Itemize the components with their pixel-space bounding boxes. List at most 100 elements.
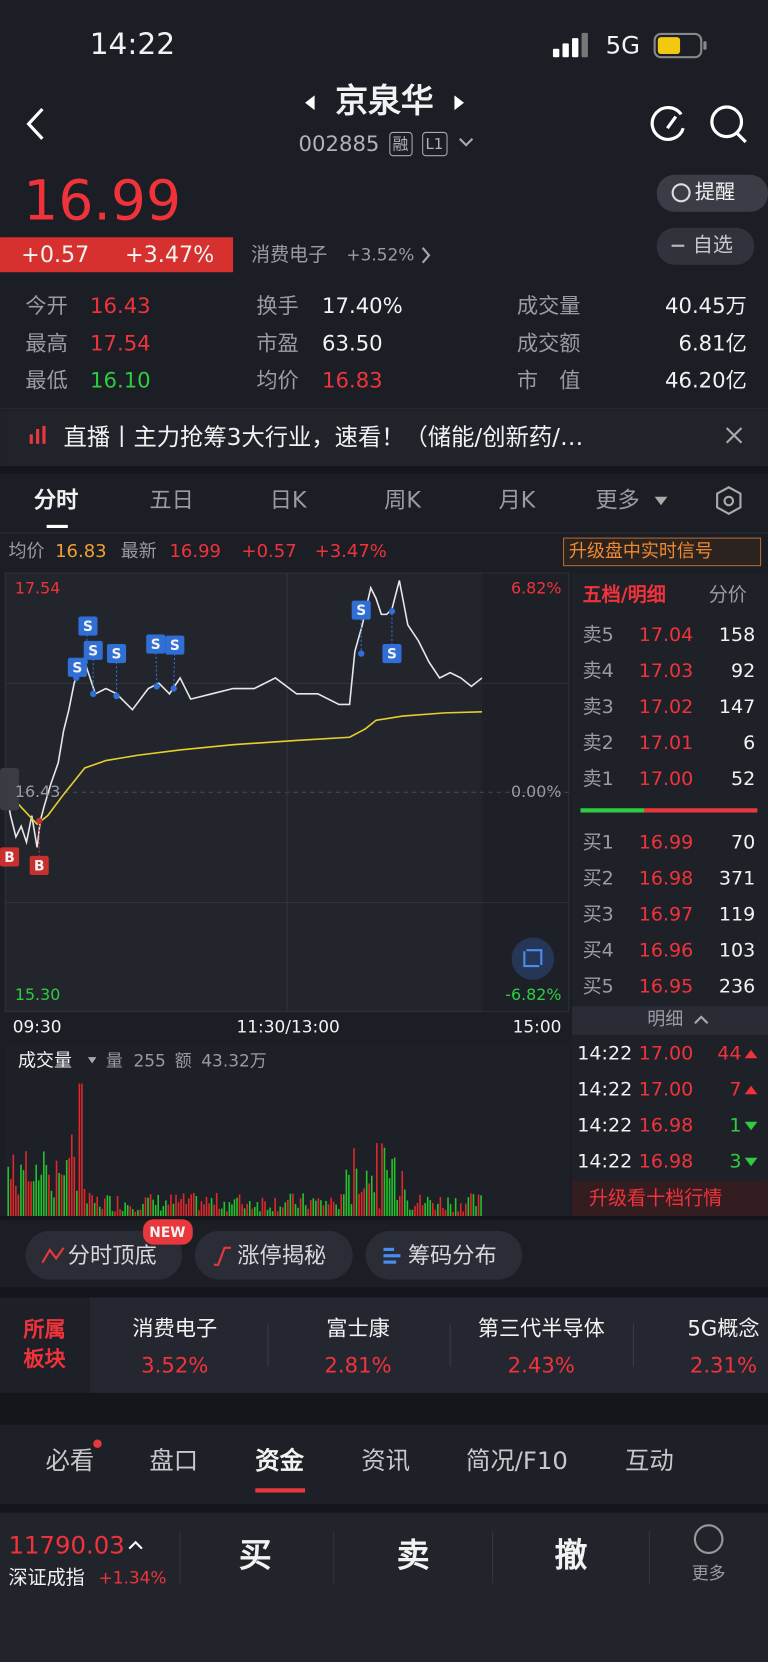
tab[interactable]: 周K [384, 488, 422, 514]
upgrade-text[interactable]: 升级看十档行情 [589, 1188, 722, 1210]
trade-button[interactable]: 买 [239, 1537, 272, 1575]
unread-dot [93, 1439, 102, 1449]
volume-bar [340, 1194, 343, 1217]
sell-marker-text: S [170, 638, 180, 654]
bottom-tab[interactable]: 简况/F10 [466, 1446, 568, 1475]
sector-change: 2.81% [324, 1352, 391, 1377]
tool-button[interactable] [25, 1230, 183, 1280]
search-button[interactable] [710, 105, 747, 144]
volume-bar [368, 1183, 371, 1217]
tool-label[interactable]: 筹码分布 [408, 1243, 497, 1269]
signal-banner-text[interactable]: 升级盘中实时信号 [569, 541, 713, 562]
trade-button[interactable]: 撤 [555, 1537, 588, 1575]
sell-marker-text: S [83, 619, 93, 635]
volume-bar [373, 1192, 376, 1217]
axis-label: 6.82% [511, 578, 561, 597]
tool-label[interactable]: 涨停揭秘 [237, 1243, 326, 1269]
volume-bar [226, 1211, 228, 1217]
volume-bar [421, 1205, 424, 1217]
alert-label[interactable]: 提醒 [695, 179, 735, 203]
tool-icon [213, 1246, 231, 1266]
badge-box [422, 131, 448, 157]
volume-bar [129, 1206, 132, 1217]
book-level: 买5 [583, 976, 614, 998]
fullscreen-button[interactable] [511, 937, 555, 980]
book-tab[interactable]: 分价 [709, 584, 747, 606]
chevron [421, 247, 431, 264]
volume-bar [81, 1083, 83, 1217]
sector-name[interactable]: 富士康 [326, 1315, 390, 1340]
next-stock[interactable] [454, 95, 464, 111]
dropdown[interactable] [458, 138, 474, 147]
trade-time: 14:22 [577, 1115, 632, 1137]
settings-button[interactable] [716, 486, 742, 515]
refresh-button[interactable] [650, 106, 685, 141]
tab[interactable]: 月K [499, 488, 537, 514]
news-bar[interactable] [0, 410, 768, 467]
tab[interactable]: 日K [270, 488, 308, 514]
bottom-tab[interactable]: 资金 [255, 1446, 304, 1475]
volume-bar [53, 1197, 55, 1217]
bottom-tab[interactable]: 互动 [625, 1446, 674, 1475]
axis-label: 16.43 [15, 782, 60, 801]
sell-marker-text: S [88, 643, 98, 659]
volume-bar [22, 1170, 25, 1217]
volume-bar [480, 1195, 482, 1217]
volume-bar [424, 1202, 426, 1217]
upgrade-banner[interactable] [572, 1181, 768, 1217]
tool-button[interactable] [365, 1230, 523, 1280]
axis-label: 17.54 [15, 578, 60, 597]
more-icon[interactable] [693, 1524, 724, 1554]
tab[interactable]: 五日 [149, 488, 193, 514]
signal-banner[interactable] [563, 537, 762, 567]
volume-bar [327, 1204, 330, 1217]
tab[interactable]: 分时 [34, 488, 78, 514]
news-text[interactable]: 直播丨主力抢筹3大行业，速看！（储能/创新药/… [64, 424, 584, 451]
sector-name[interactable]: 5G概念 [687, 1315, 759, 1340]
change: +0.57 [21, 242, 89, 268]
volume-bar [96, 1196, 98, 1217]
buy-marker [29, 855, 49, 875]
detail-header[interactable] [572, 1006, 768, 1035]
volume-bar [289, 1193, 292, 1217]
back-button[interactable] [26, 108, 44, 140]
info-change: +0.57 [242, 541, 297, 562]
watchlist-button[interactable] [656, 227, 755, 265]
volume-bar [139, 1209, 142, 1217]
tool-button[interactable] [194, 1230, 353, 1280]
close-news[interactable] [725, 427, 743, 444]
book-title[interactable]: 五档/明细 [583, 583, 666, 606]
volume-bar [416, 1203, 419, 1217]
volume-bar [264, 1201, 266, 1217]
volume-bar [406, 1200, 409, 1217]
bottom-tab[interactable]: 资讯 [361, 1446, 410, 1475]
volume-bar [271, 1211, 274, 1217]
bottom-tab[interactable]: 盘口 [149, 1446, 198, 1475]
tab[interactable]: 更多 [595, 488, 639, 514]
sector-name[interactable]: 第三代半导体 [478, 1315, 605, 1340]
prev-stock[interactable] [305, 95, 315, 111]
more-button[interactable]: 更多 [692, 1563, 726, 1583]
volume-bar [149, 1194, 152, 1217]
book-volume: 92 [731, 660, 755, 682]
volume-bar [297, 1207, 299, 1217]
sector-heading: 所属 [23, 1316, 65, 1341]
volume-bar [388, 1178, 391, 1217]
trade-button[interactable]: 卖 [397, 1537, 430, 1575]
volume-bar [391, 1159, 393, 1217]
side-handle[interactable] [0, 767, 20, 811]
watchlist-label[interactable]: 自选 [693, 232, 733, 256]
volume-bar [124, 1202, 126, 1217]
tool-icon [41, 1247, 65, 1264]
bottom-tab[interactable]: 必看 [46, 1446, 95, 1475]
volume-bar [269, 1207, 271, 1217]
volume-bar [325, 1201, 327, 1217]
volume-bar [355, 1168, 358, 1217]
volume-bar [299, 1198, 302, 1217]
index-value: 11790.03 [8, 1531, 124, 1560]
sector-name[interactable]: 消费电子 [132, 1315, 217, 1340]
volume-bar [429, 1200, 432, 1217]
stat-value: 17.54 [90, 330, 151, 355]
tool-label[interactable]: 分时顶底 [68, 1243, 157, 1269]
volume-bar [307, 1208, 310, 1217]
